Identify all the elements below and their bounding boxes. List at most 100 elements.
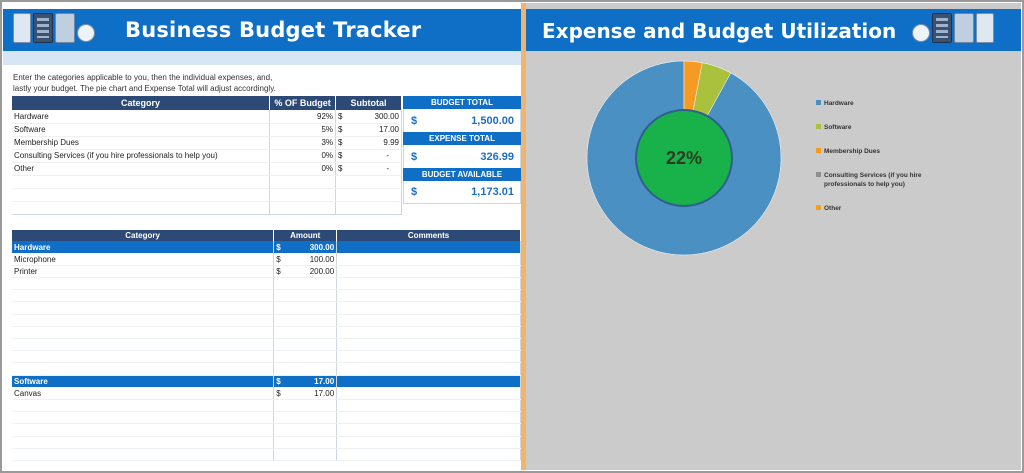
empty-row[interactable] — [12, 277, 521, 291]
group-amount-cell[interactable]: $17.00 — [273, 375, 338, 388]
budget-total-value-cell[interactable]: $1,500.00 — [403, 109, 521, 132]
empty-cell[interactable] — [269, 175, 337, 189]
comment-cell[interactable] — [336, 387, 521, 400]
cell-subtotal[interactable]: $ - — [335, 162, 402, 176]
item-name[interactable]: Printer — [12, 265, 275, 279]
expense-total-value-cell[interactable]: $326.99 — [403, 145, 521, 168]
empty-row[interactable] — [12, 289, 521, 303]
empty-cell[interactable] — [273, 350, 338, 364]
empty-cell[interactable] — [273, 277, 338, 291]
legend-item[interactable]: Consulting Services (if you hire profess… — [816, 171, 926, 189]
table-row[interactable]: Consulting Services (if you hire profess… — [12, 149, 402, 163]
cell-pct[interactable]: 3% — [269, 136, 337, 150]
empty-row[interactable] — [12, 326, 521, 340]
empty-cell[interactable] — [336, 448, 521, 461]
col-category[interactable]: Category — [12, 230, 275, 241]
table-row[interactable] — [12, 175, 402, 189]
empty-row[interactable] — [12, 411, 521, 425]
empty-row[interactable] — [12, 399, 521, 413]
empty-cell[interactable] — [336, 399, 521, 413]
empty-cell[interactable] — [12, 399, 275, 413]
cell-pct[interactable]: 0% — [269, 162, 337, 176]
item-name[interactable]: Canvas — [12, 387, 275, 400]
empty-cell[interactable] — [12, 326, 275, 340]
empty-row[interactable] — [12, 362, 521, 376]
empty-cell[interactable] — [273, 436, 338, 449]
doughnut-chart[interactable]: 22% — [584, 58, 784, 258]
empty-row[interactable] — [12, 350, 521, 364]
empty-row[interactable] — [12, 314, 521, 327]
empty-cell[interactable] — [273, 399, 338, 413]
table-row[interactable]: Membership Dues 3% $9.99 — [12, 136, 402, 150]
empty-cell[interactable] — [273, 326, 338, 340]
cell-category[interactable]: Consulting Services (if you hire profess… — [12, 149, 271, 163]
empty-cell[interactable] — [12, 448, 275, 461]
item-name[interactable]: Microphone — [12, 253, 275, 266]
cell-pct[interactable]: 92% — [269, 110, 337, 124]
group-name[interactable]: Software — [12, 375, 275, 388]
table-row[interactable]: Hardware 92% $300.00 — [12, 110, 402, 124]
comment-cell[interactable] — [336, 375, 521, 388]
cell-pct[interactable]: 0% — [269, 149, 337, 163]
comment-cell[interactable] — [336, 265, 521, 279]
item-amount-cell[interactable]: $17.00 — [273, 387, 338, 400]
cell-subtotal[interactable]: $9.99 — [335, 136, 402, 150]
col-amount[interactable]: Amount — [273, 230, 338, 241]
item-amount-cell[interactable]: $100.00 — [273, 253, 338, 266]
empty-cell[interactable] — [336, 277, 521, 291]
empty-cell[interactable] — [12, 301, 275, 315]
item-amount-cell[interactable]: $200.00 — [273, 265, 338, 279]
empty-cell[interactable] — [12, 423, 275, 437]
group-row-software[interactable]: Software $17.00 — [12, 375, 521, 388]
legend-item[interactable]: Software — [816, 123, 926, 132]
budget-available-value-cell[interactable]: $1,173.01 — [403, 181, 521, 204]
empty-cell[interactable] — [336, 338, 521, 352]
empty-cell[interactable] — [335, 201, 402, 215]
empty-cell[interactable] — [12, 314, 275, 327]
empty-cell[interactable] — [12, 277, 275, 291]
empty-row[interactable] — [12, 338, 521, 352]
empty-cell[interactable] — [336, 362, 521, 376]
empty-cell[interactable] — [12, 289, 275, 303]
empty-cell[interactable] — [273, 411, 338, 425]
empty-cell[interactable] — [273, 362, 338, 376]
empty-cell[interactable] — [336, 326, 521, 340]
cell-subtotal[interactable]: $300.00 — [335, 110, 402, 124]
empty-cell[interactable] — [336, 314, 521, 327]
legend-item[interactable]: Other — [816, 204, 926, 213]
pane-divider[interactable] — [521, 3, 526, 470]
table-row[interactable] — [12, 201, 402, 215]
empty-cell[interactable] — [12, 350, 275, 364]
empty-cell[interactable] — [12, 188, 271, 202]
legend-item[interactable]: Membership Dues — [816, 147, 926, 156]
empty-row[interactable] — [12, 423, 521, 437]
cell-category[interactable]: Software — [12, 123, 271, 137]
group-name[interactable]: Hardware — [12, 241, 275, 254]
empty-cell[interactable] — [273, 338, 338, 352]
empty-cell[interactable] — [336, 423, 521, 437]
empty-cell[interactable] — [335, 188, 402, 202]
cell-pct[interactable]: 5% — [269, 123, 337, 137]
empty-row[interactable] — [12, 436, 521, 449]
group-row-hardware[interactable]: Hardware $300.00 — [12, 241, 521, 254]
empty-cell[interactable] — [12, 175, 271, 189]
empty-cell[interactable] — [336, 411, 521, 425]
empty-cell[interactable] — [269, 201, 337, 215]
empty-cell[interactable] — [273, 314, 338, 327]
cell-category[interactable]: Hardware — [12, 110, 271, 124]
empty-cell[interactable] — [273, 289, 338, 303]
comment-cell[interactable] — [336, 241, 521, 254]
empty-cell[interactable] — [273, 301, 338, 315]
empty-cell[interactable] — [12, 411, 275, 425]
empty-cell[interactable] — [336, 436, 521, 449]
empty-row[interactable] — [12, 301, 521, 315]
comment-cell[interactable] — [336, 253, 521, 266]
empty-cell[interactable] — [12, 362, 275, 376]
table-row[interactable]: Printer $200.00 — [12, 265, 521, 279]
cell-subtotal[interactable]: $17.00 — [335, 123, 402, 137]
empty-cell[interactable] — [273, 423, 338, 437]
col-pct-budget[interactable]: % OF Budget — [269, 96, 337, 110]
empty-cell[interactable] — [335, 175, 402, 189]
empty-cell[interactable] — [336, 301, 521, 315]
empty-cell[interactable] — [273, 448, 338, 461]
